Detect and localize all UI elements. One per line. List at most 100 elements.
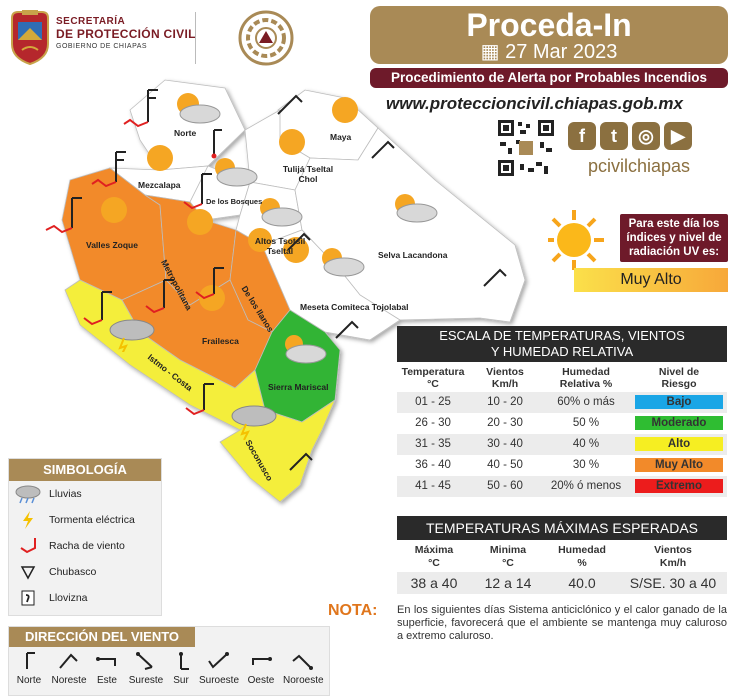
label-valles-zoque: Valles Zoque bbox=[86, 240, 138, 250]
uv-description: Para este día los índices y nivel de rad… bbox=[620, 214, 728, 262]
col-wind-max-unit: Km/h bbox=[659, 557, 687, 569]
sun-icon bbox=[283, 237, 309, 263]
cell-temp: 36 - 40 bbox=[415, 459, 451, 471]
col-temp-unit: °C bbox=[427, 378, 439, 390]
wind-dir-label: Sureste bbox=[128, 675, 164, 686]
wind-south-icon bbox=[179, 652, 189, 670]
legend-label: Tormenta eléctrica bbox=[49, 514, 135, 526]
col-hum: Humedad bbox=[562, 366, 610, 378]
scale-table: ESCALA DE TEMPERATURAS, VIENTOS Y HUMEDA… bbox=[397, 326, 727, 497]
wind-gust-icon bbox=[277, 94, 303, 115]
cell-hum: 40 % bbox=[572, 438, 600, 450]
shower-triangle-icon bbox=[20, 566, 36, 580]
sun-icon bbox=[187, 209, 213, 235]
twitter-icon[interactable]: t bbox=[600, 122, 628, 150]
legend-item: Racha de viento bbox=[9, 533, 161, 559]
col-min: Minima bbox=[489, 544, 527, 556]
wind-dir-label: Norte bbox=[16, 675, 42, 686]
cell-hum: 30 % bbox=[572, 459, 600, 471]
wind-dir-label: Noroeste bbox=[283, 675, 324, 686]
wind-gust-icon bbox=[211, 129, 222, 159]
lightning-icon bbox=[23, 511, 33, 529]
wind-gust-icon bbox=[83, 291, 112, 326]
legend-item: Lluvias bbox=[9, 481, 161, 507]
cell-hum: 20% ó menos bbox=[550, 480, 622, 492]
col-wind-max: Vientos bbox=[654, 544, 692, 556]
partly-cloudy-icon bbox=[260, 198, 303, 227]
risk-badge: Muy Alto bbox=[635, 458, 723, 472]
legend-item: Chubasco bbox=[9, 559, 161, 585]
label-tulija: Tulijá Tseltal Chol bbox=[282, 164, 334, 184]
col-wind: Vientos bbox=[486, 366, 524, 378]
youtube-icon[interactable]: ▶ bbox=[664, 122, 692, 150]
org-line3: GOBIERNO DE CHIAPAS bbox=[56, 43, 148, 50]
partly-cloudy-icon bbox=[322, 248, 365, 277]
cell-hum: 50 % bbox=[572, 417, 600, 429]
facebook-icon[interactable]: f bbox=[568, 122, 596, 150]
col-risk-unit: Riesgo bbox=[661, 378, 697, 390]
risk-badge: Alto bbox=[635, 437, 723, 451]
social-handle[interactable]: pcivilchiapas bbox=[588, 156, 691, 176]
cell-wind: 40 - 50 bbox=[487, 459, 523, 471]
cell-temp: 26 - 30 bbox=[415, 417, 451, 429]
nota-label: NOTA: bbox=[328, 602, 378, 619]
wind-dir-label: Oeste bbox=[247, 675, 275, 686]
cell-wind: 30 - 40 bbox=[487, 438, 523, 450]
col-humidity-unit: % bbox=[577, 557, 587, 569]
nota-text: En los siguientes días Sistema anticicló… bbox=[397, 604, 727, 642]
risk-badge: Bajo bbox=[635, 395, 723, 409]
label-norte: Norte bbox=[174, 128, 197, 138]
chiapas-map: Norte Maya Mezcalapa Tulijá Tseltal Chol… bbox=[40, 70, 540, 510]
civil-protection-seal-icon bbox=[238, 10, 294, 66]
legend-title: SIMBOLOGÍA bbox=[9, 459, 161, 481]
website-link[interactable]: www.proteccioncivil.chiapas.gob.mx bbox=[386, 94, 683, 113]
wind-east-icon bbox=[96, 657, 116, 666]
table-row: 38 a 40 12 a 14 40.0 S/SE. 30 a 40 bbox=[397, 572, 727, 594]
col-max: Máxima bbox=[414, 544, 454, 556]
risk-badge: Moderado bbox=[635, 416, 723, 430]
storm-cloud-icon bbox=[109, 319, 155, 352]
legend-item: Llovizna bbox=[9, 585, 161, 611]
value-max: 38 a 40 bbox=[410, 575, 458, 591]
label-frailesca: Frailesca bbox=[202, 336, 239, 346]
wind-gust-icon bbox=[483, 268, 507, 287]
uv-sun-icon bbox=[548, 210, 604, 270]
wind-dir-label: Noreste bbox=[51, 675, 87, 686]
sun-icon bbox=[101, 197, 127, 223]
cell-temp: 01 - 25 bbox=[415, 396, 451, 408]
label-meseta: Meseta Comiteca Tojolabal bbox=[300, 302, 409, 312]
wind-gust-icon bbox=[45, 197, 82, 234]
sun-icon bbox=[279, 129, 305, 155]
partly-cloudy-icon bbox=[395, 194, 438, 223]
storm-cloud-icon bbox=[231, 405, 277, 440]
scale-title: ESCALA DE TEMPERATURAS, VIENTOS Y HUMEDA… bbox=[397, 326, 727, 362]
wind-northeast-icon bbox=[59, 653, 78, 669]
org-line2: DE PROTECCIÓN CIVIL bbox=[56, 27, 196, 41]
header-divider bbox=[195, 12, 196, 64]
org-line1: SECRETARÍA bbox=[56, 16, 126, 27]
col-max-unit: °C bbox=[428, 557, 440, 569]
legend-label: Racha de viento bbox=[49, 540, 125, 552]
wind-direction-title: DIRECCIÓN DEL VIENTO bbox=[9, 627, 195, 647]
qr-code-icon[interactable] bbox=[496, 118, 556, 178]
col-wind-unit: Km/h bbox=[491, 378, 519, 390]
legend-label: Lluvias bbox=[49, 488, 82, 500]
legend-item: Tormenta eléctrica bbox=[9, 507, 161, 533]
wind-dir-item: Sur bbox=[161, 651, 201, 686]
sun-icon bbox=[147, 145, 173, 171]
wind-gust-icon bbox=[289, 452, 313, 471]
wind-gust-icon bbox=[183, 173, 212, 210]
wind-dir-item: Norte bbox=[9, 651, 49, 686]
partly-cloudy-icon bbox=[285, 335, 327, 364]
wind-dir-label: Este bbox=[96, 675, 117, 686]
wind-direction-panel: DIRECCIÓN DEL VIENTO Norte Noreste Este … bbox=[8, 626, 330, 696]
table-row: 31 - 35 30 - 40 40 % Alto bbox=[397, 434, 727, 455]
wind-dir-item: Oeste bbox=[241, 651, 281, 686]
wind-gust-icon bbox=[195, 267, 224, 300]
chiapas-shield-icon bbox=[11, 10, 49, 66]
drizzle-icon bbox=[21, 590, 35, 606]
label-sierra-mariscal: Sierra Mariscal bbox=[268, 382, 329, 392]
wind-southwest-icon bbox=[208, 652, 229, 669]
instagram-icon[interactable]: ◎ bbox=[632, 122, 660, 150]
title-panel: Proceda-In ▦ 27 Mar 2023 bbox=[370, 6, 728, 64]
